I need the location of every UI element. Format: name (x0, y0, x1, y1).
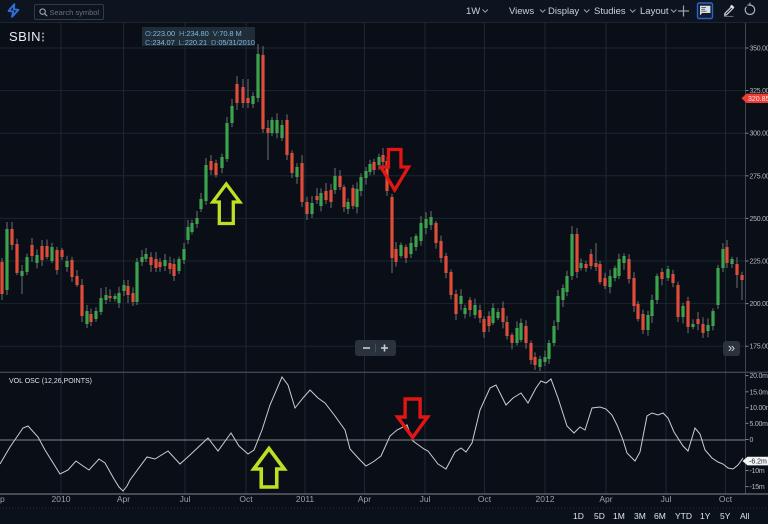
svg-text:275.00: 275.00 (750, 173, 768, 180)
svg-text:Jul: Jul (420, 494, 431, 504)
svg-text:250.00: 250.00 (750, 216, 768, 223)
svg-text:200.00: 200.00 (750, 301, 768, 308)
svg-text:2010: 2010 (52, 494, 71, 504)
svg-text:15.0m: 15.0m (750, 389, 768, 396)
svg-text:-15m: -15m (750, 484, 765, 491)
svg-text:2011: 2011 (296, 494, 315, 504)
svg-text:Jul: Jul (661, 494, 672, 504)
svg-text:Apr: Apr (599, 494, 612, 504)
svg-text:300.00: 300.00 (750, 131, 768, 138)
svg-text:350.00: 350.00 (750, 46, 768, 53)
svg-text:5.00m: 5.00m (750, 421, 768, 428)
svg-text:-6.2m: -6.2m (749, 459, 767, 466)
svg-text:p: p (0, 494, 5, 504)
svg-text:0: 0 (750, 437, 754, 444)
svg-text:320.85: 320.85 (748, 96, 768, 103)
svg-text:325.00: 325.00 (750, 88, 768, 95)
svg-text:225.00: 225.00 (750, 259, 768, 266)
svg-text:Apr: Apr (358, 494, 371, 504)
svg-text:2012: 2012 (536, 494, 555, 504)
svg-text:10.00m: 10.00m (750, 405, 768, 412)
svg-text:Oct: Oct (239, 494, 253, 504)
svg-text:Oct: Oct (719, 494, 733, 504)
svg-text:Apr: Apr (117, 494, 130, 504)
svg-text:-10m: -10m (750, 468, 765, 475)
svg-text:175.00: 175.00 (750, 344, 768, 351)
svg-text:20.0m: 20.0m (750, 373, 768, 380)
svg-text:Jul: Jul (180, 494, 191, 504)
svg-text:Oct: Oct (478, 494, 492, 504)
